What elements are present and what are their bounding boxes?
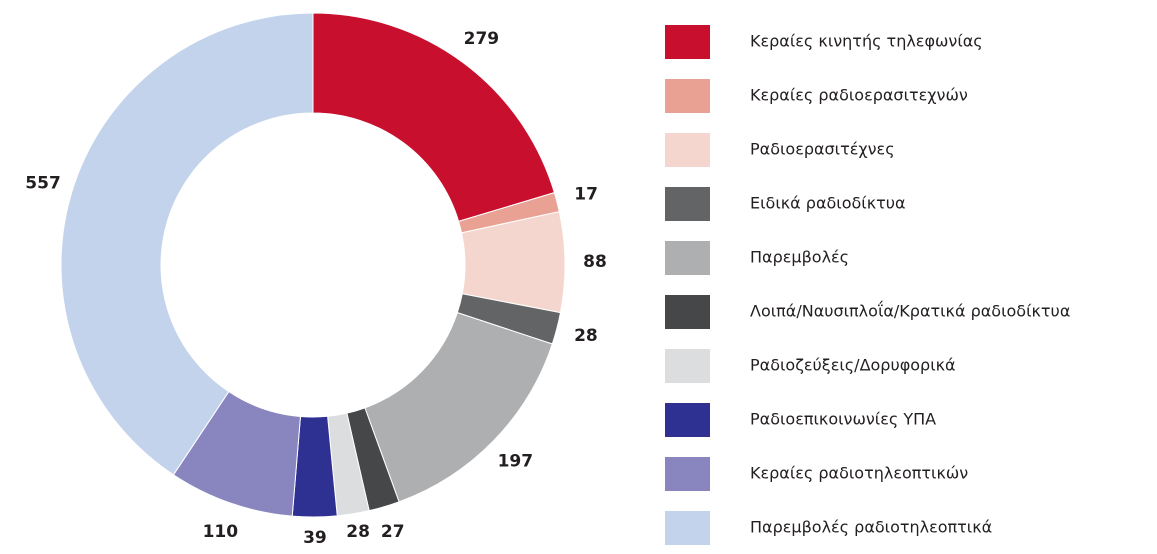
slice (364, 312, 553, 503)
legend-label: Ραδιοεπικοινωνίες ΥΠΑ (750, 410, 936, 429)
slice (60, 12, 314, 476)
legend-label: Κεραίες κινητής τηλεφωνίας (750, 32, 983, 51)
value-label: 27 (381, 522, 405, 542)
slice (312, 12, 556, 222)
legend-label: Κεραίες ραδιοτηλεοπτικών (750, 464, 968, 483)
legend-label: Ειδικά ραδιοδίκτυα (750, 194, 906, 213)
legend-label: Λοιπά/Ναυσιπλοΐα/Κρατικά ραδιοδίκτυα (750, 301, 1070, 321)
legend-swatch (665, 79, 710, 113)
value-label: 88 (583, 252, 607, 272)
legend-swatch (665, 349, 710, 383)
value-label: 28 (346, 522, 370, 542)
legend-label: Παρεμβολές (750, 248, 849, 267)
legend-label: Ραδιοζεύξεις/Δορυφορικά (750, 356, 956, 375)
legend-label: Κεραίες ραδιοερασιτεχνών (750, 86, 968, 105)
legend-swatch (665, 241, 710, 275)
legend-swatch (665, 25, 710, 59)
legend-swatch (665, 133, 710, 167)
legend-swatch (665, 187, 710, 221)
value-label: 197 (498, 451, 534, 471)
value-label: 279 (464, 29, 500, 49)
legend-label: Ραδιοερασιτέχνες (750, 140, 895, 159)
value-label: 110 (203, 522, 239, 542)
legend-swatch (665, 403, 710, 437)
legend-swatch (665, 457, 710, 491)
value-label: 39 (303, 528, 327, 548)
value-label: 557 (25, 173, 61, 193)
legend-label: Παρεμβολές ραδιοτηλεοπτικά (750, 518, 992, 537)
value-label: 17 (574, 185, 598, 205)
legend-swatch (665, 295, 710, 329)
legend-swatch (665, 511, 710, 545)
value-label: 28 (574, 326, 598, 346)
